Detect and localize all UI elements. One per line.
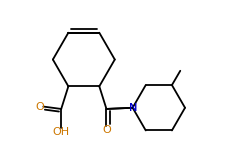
Text: N: N [128,103,136,113]
Text: N: N [128,103,136,113]
Text: O: O [102,125,110,135]
Text: OH: OH [52,127,70,137]
Text: O: O [35,102,44,112]
